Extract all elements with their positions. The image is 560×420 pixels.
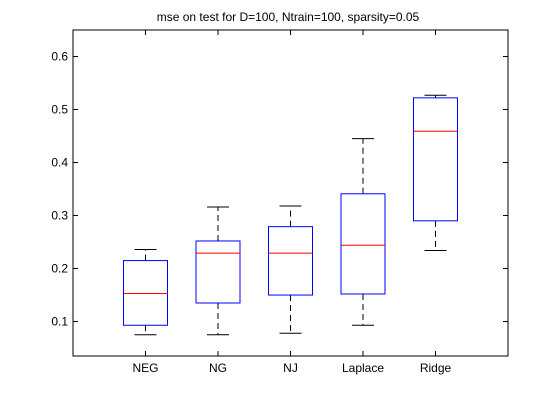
- box-ng: [195, 240, 241, 304]
- y-tick-label: 0.1: [51, 315, 68, 329]
- x-tick-label: Laplace: [342, 361, 384, 375]
- y-tick-label: 0.2: [51, 262, 68, 276]
- x-tick-label: NJ: [283, 361, 298, 375]
- plot-area: 0.1 0.2 0.3 0.4 0.5 0.6 NEG NG NJ Laplace Ridge: [51, 29, 509, 375]
- x-tick-label: NEG: [132, 361, 158, 375]
- y-tick-label: 0.4: [51, 156, 68, 170]
- chart-title: mse on test for D=100, Ntrain=100, spars…: [157, 10, 420, 24]
- y-tick-label: 0.6: [51, 50, 68, 64]
- y-tick-label: 0.5: [51, 103, 68, 117]
- box-neg: [123, 260, 168, 326]
- box-ridge: [413, 97, 458, 222]
- x-tick-label: Ridge: [420, 361, 452, 375]
- box-nj: [268, 226, 313, 296]
- box-laplace: [340, 193, 386, 295]
- x-tick-label: NG: [209, 361, 227, 375]
- y-tick-label: 0.3: [51, 209, 68, 223]
